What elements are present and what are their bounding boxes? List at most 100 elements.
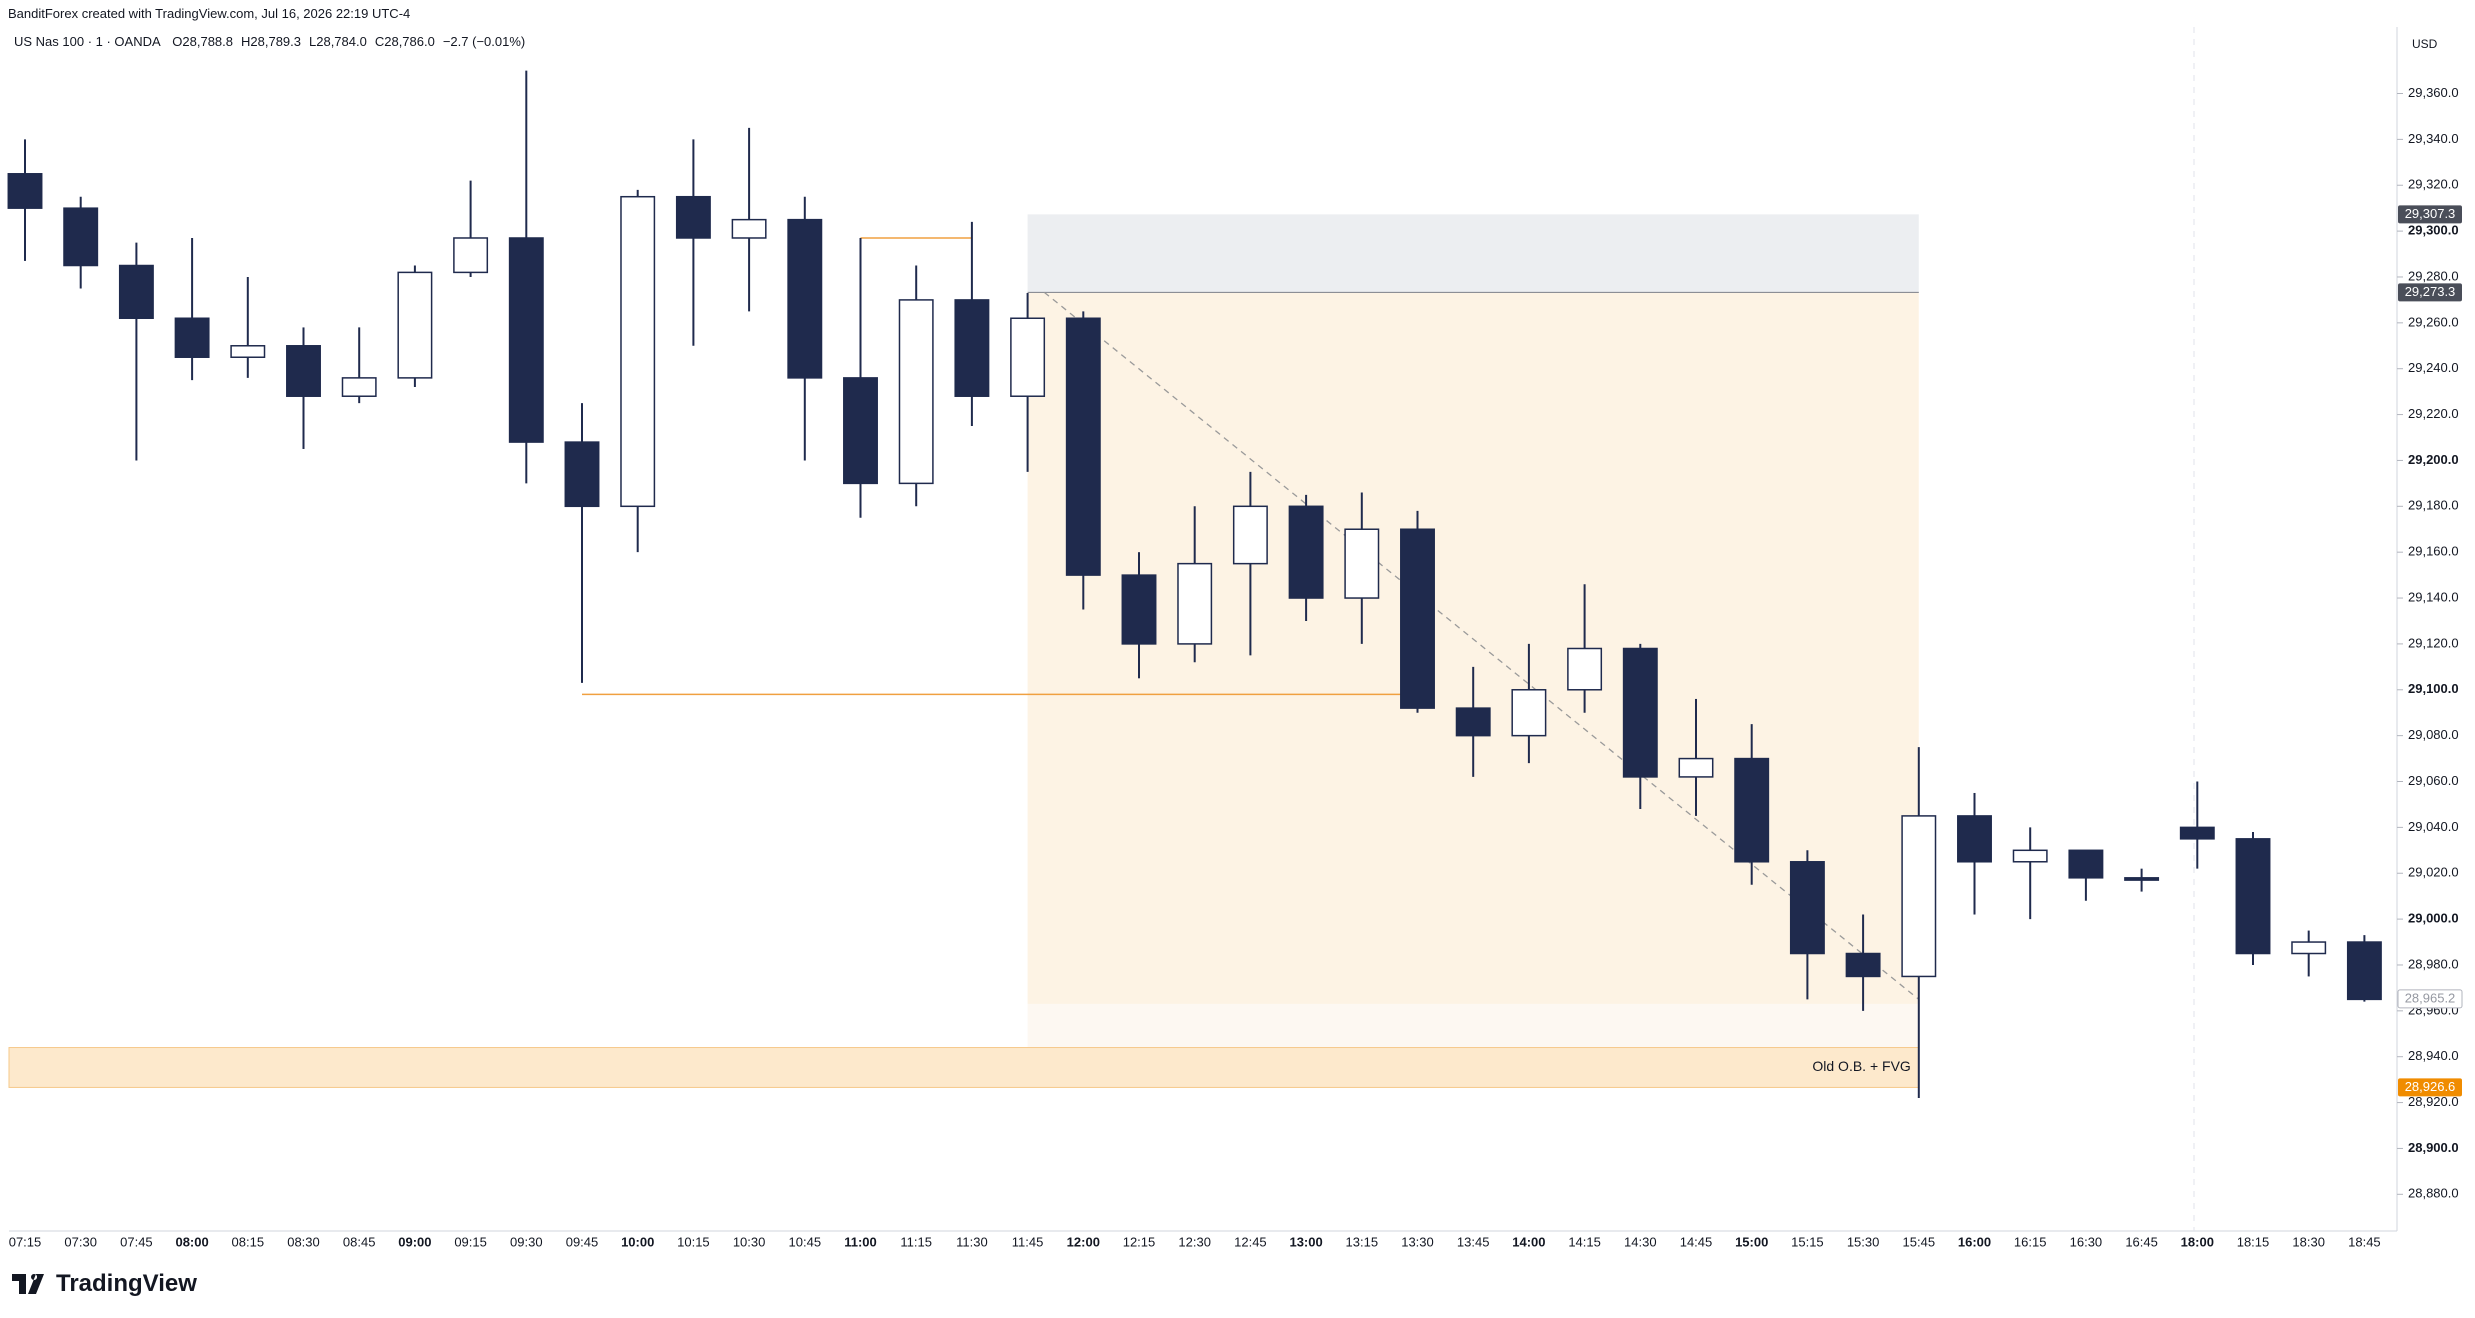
legend-value: −2.7 (−0.01%)	[442, 34, 526, 49]
x-tick-label: 18:00	[2181, 1234, 2214, 1249]
legend-value: C28,786.0	[374, 34, 435, 49]
candle-body	[1678, 757, 1714, 778]
y-tick-label: 28,880.0	[2408, 1186, 2459, 1201]
brand: TradingView	[12, 1270, 197, 1298]
symbol: US Nas 100 · 1 · OANDA	[14, 34, 161, 49]
x-tick-label: 16:15	[2014, 1234, 2047, 1249]
y-tick-label: 28,940.0	[2408, 1048, 2459, 1063]
x-tick-label: 07:30	[64, 1234, 97, 1249]
x-tick-label: 16:30	[2070, 1234, 2103, 1249]
candle-body	[1455, 707, 1491, 737]
candle-body	[1121, 574, 1157, 645]
x-tick-label: 12:30	[1178, 1234, 1211, 1249]
y-tick-label: 29,020.0	[2408, 865, 2459, 880]
x-tick-label: 11:45	[1012, 1234, 1044, 1249]
x-tick-label: 15:30	[1847, 1234, 1880, 1249]
candle-body	[620, 195, 656, 508]
x-tick-label: 07:15	[9, 1234, 42, 1249]
y-tick-label: 28,920.0	[2408, 1094, 2459, 1109]
candle-body	[118, 264, 154, 320]
x-tick-label: 10:15	[677, 1234, 710, 1249]
y-tick-label: 29,100.0	[2408, 681, 2459, 696]
price-badge-label: 29,273.3	[2405, 284, 2456, 299]
candle-body	[1957, 815, 1992, 863]
y-tick-label: 29,140.0	[2408, 589, 2459, 604]
y-tick-label: 28,980.0	[2408, 956, 2459, 971]
candle-body	[1511, 689, 1547, 737]
x-tick-label: 12:00	[1067, 1234, 1100, 1249]
y-tick-label: 29,080.0	[2408, 727, 2459, 742]
x-tick-label: 11:15	[900, 1234, 932, 1249]
candle-body	[787, 218, 823, 379]
y-tick-label: 28,900.0	[2408, 1140, 2459, 1155]
brand-logo	[12, 1274, 44, 1294]
x-tick-label: 07:45	[120, 1234, 153, 1249]
candle-body	[954, 299, 990, 397]
price-badge	[2397, 989, 2463, 1009]
candle-body	[286, 345, 321, 397]
x-tick-label: 18:30	[2292, 1234, 2325, 1249]
candle-body	[230, 345, 266, 358]
candle-body	[843, 377, 878, 485]
price-badge-label: 29,307.3	[2405, 206, 2456, 221]
candle-body	[1622, 647, 1658, 778]
x-tick-label: 16:00	[1958, 1234, 1991, 1249]
x-tick-label: 13:45	[1457, 1234, 1490, 1249]
candle-body	[2235, 838, 2271, 955]
candle-body	[2291, 941, 2327, 955]
y-tick-label: 29,220.0	[2408, 406, 2459, 421]
zone-label: Old O.B. + FVG	[1812, 1058, 1910, 1074]
x-tick-label: 15:00	[1735, 1234, 1768, 1249]
x-tick-label: 15:45	[1903, 1234, 1936, 1249]
candle-body	[898, 299, 934, 485]
x-tick-label: 08:30	[287, 1234, 320, 1249]
x-tick-label: 10:45	[789, 1234, 822, 1249]
candle-body	[7, 173, 43, 209]
candle-body	[2124, 877, 2160, 881]
candle-body	[1065, 317, 1101, 576]
candle-body	[731, 218, 767, 239]
y-tick-label: 29,040.0	[2408, 819, 2459, 834]
candle-body	[1400, 528, 1435, 709]
currency: USD	[2412, 37, 2438, 51]
legend-value: L28,784.0	[309, 34, 367, 49]
y-tick-label: 29,200.0	[2408, 452, 2459, 467]
candle-body	[2068, 849, 2104, 879]
candle-body	[63, 207, 99, 267]
x-tick-label: 09:45	[566, 1234, 599, 1249]
x-tick-label: 09:00	[398, 1234, 431, 1249]
zone	[8, 1047, 1920, 1088]
y-tick-label: 29,240.0	[2408, 360, 2459, 375]
price-badge	[2398, 1078, 2462, 1097]
candle-body	[2012, 849, 2048, 863]
x-tick-label: 08:15	[232, 1234, 265, 1249]
brand-name: TradingView	[56, 1270, 197, 1297]
attribution: BanditForex created with TradingView.com…	[8, 6, 411, 21]
x-tick-label: 10:30	[733, 1234, 766, 1249]
candle-body	[1845, 952, 1881, 978]
price-badge	[2398, 205, 2462, 224]
candle-body	[1288, 505, 1324, 599]
candle-body	[1232, 505, 1268, 565]
x-tick-label: 08:45	[343, 1234, 376, 1249]
y-tick-label: 29,180.0	[2408, 498, 2459, 513]
candle-body	[564, 441, 600, 508]
candle-body	[1734, 757, 1770, 863]
x-tick-label: 18:15	[2237, 1234, 2270, 1249]
legend-values: O28,788.8 H28,789.3 L28,784.0 C28,786.0 −2.7…	[172, 34, 533, 49]
x-tick-label: 12:15	[1123, 1234, 1156, 1249]
x-tick-label: 09:15	[454, 1234, 487, 1249]
candle-body	[1567, 647, 1603, 691]
trend-line	[1043, 291, 1920, 1000]
candle-body	[1010, 317, 1046, 397]
x-tick-label: 13:30	[1401, 1234, 1434, 1249]
x-tick-label: 09:30	[510, 1234, 543, 1249]
candle-body	[341, 377, 377, 397]
y-tick-label: 29,000.0	[2408, 911, 2459, 926]
legend: US Nas 100 · 1 · OANDA O28,788.8 H28,789.…	[14, 34, 541, 49]
price-badge	[2398, 283, 2462, 302]
x-tick-label: 14:15	[1568, 1234, 1601, 1249]
x-tick-label: 12:45	[1234, 1234, 1267, 1249]
y-tick-label: 29,060.0	[2408, 773, 2459, 788]
y-tick-label: 29,360.0	[2408, 85, 2459, 100]
